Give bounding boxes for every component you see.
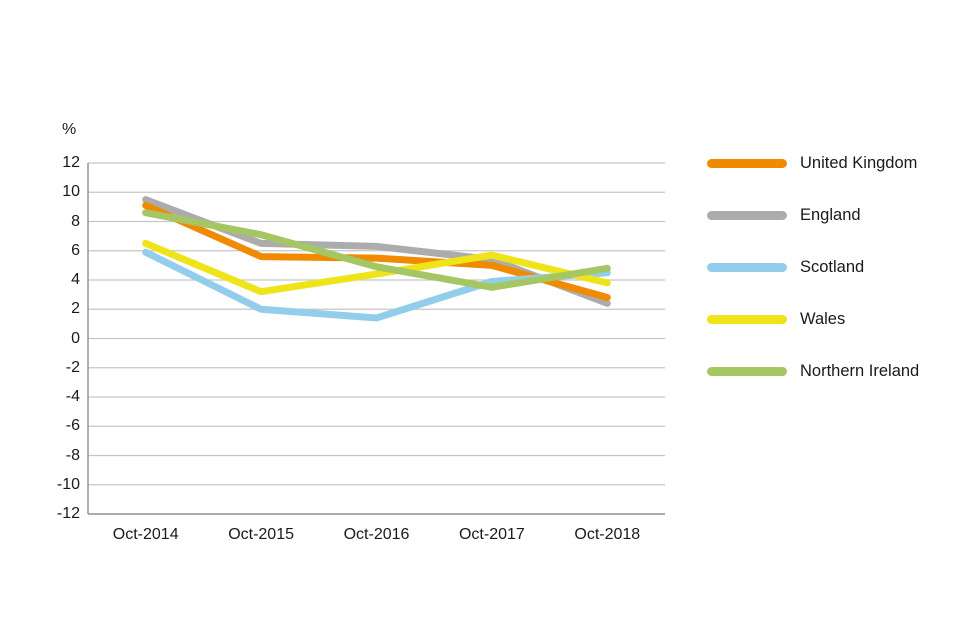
legend-swatch-wales [707, 314, 787, 324]
legend-label-wales: Wales [800, 309, 846, 328]
x-tick-label-oct-2017: Oct-2017 [458, 526, 525, 543]
y-tick-label-4: 4 [71, 271, 80, 288]
y-tick-label-0: 0 [71, 329, 80, 347]
y-tick-label--4: -4 [65, 388, 80, 405]
chart-legend: United Kingdom England Scotland Wales Northe… [707, 151, 919, 383]
x-tick-label-oct-2014: Oct-2014 [112, 526, 179, 543]
legend-label-united-kingdom: United Kingdom [800, 153, 918, 172]
legend-item-united-kingdom: United Kingdom [707, 151, 919, 175]
y-tick-label-8: 8 [71, 212, 80, 230]
legend-swatch-england [707, 210, 787, 220]
legend-swatch-scotland [707, 262, 787, 272]
y-tick-label-2: 2 [71, 300, 80, 318]
y-tick-label--8: -8 [65, 446, 80, 464]
legend-item-northern-ireland: Northern Ireland [707, 359, 919, 383]
y-tick-label--2: -2 [65, 358, 80, 376]
x-tick-label-oct-2016: Oct-2016 [343, 526, 410, 543]
y-tick-label--10: -10 [56, 475, 80, 493]
legend-item-england: England [707, 203, 919, 227]
y-tick-label-10: 10 [62, 183, 80, 201]
y-tick-label-6: 6 [71, 241, 80, 259]
y-tick-label-12: 12 [62, 154, 80, 171]
series-line-wales [142, 239, 611, 296]
legend-label-england: England [800, 205, 861, 224]
y-tick-label--6: -6 [65, 417, 80, 435]
legend-label-scotland: Scotland [800, 257, 865, 276]
legend-item-wales: Wales [707, 307, 919, 331]
x-tick-label-oct-2015: Oct-2015 [228, 526, 294, 543]
series-line-scotland [142, 248, 611, 322]
legend-swatch-united-kingdom [707, 158, 787, 168]
y-axis-unit-label: % [62, 121, 77, 138]
series-line-northern-ireland [142, 209, 611, 291]
y-tick-label--12: -12 [56, 505, 80, 522]
legend-item-scotland: Scotland [707, 255, 919, 279]
x-tick-label-oct-2018: Oct-2018 [574, 526, 641, 543]
legend-swatch-northern-ireland [707, 366, 787, 376]
legend-label-northern-ireland: Northern Ireland [800, 361, 920, 380]
